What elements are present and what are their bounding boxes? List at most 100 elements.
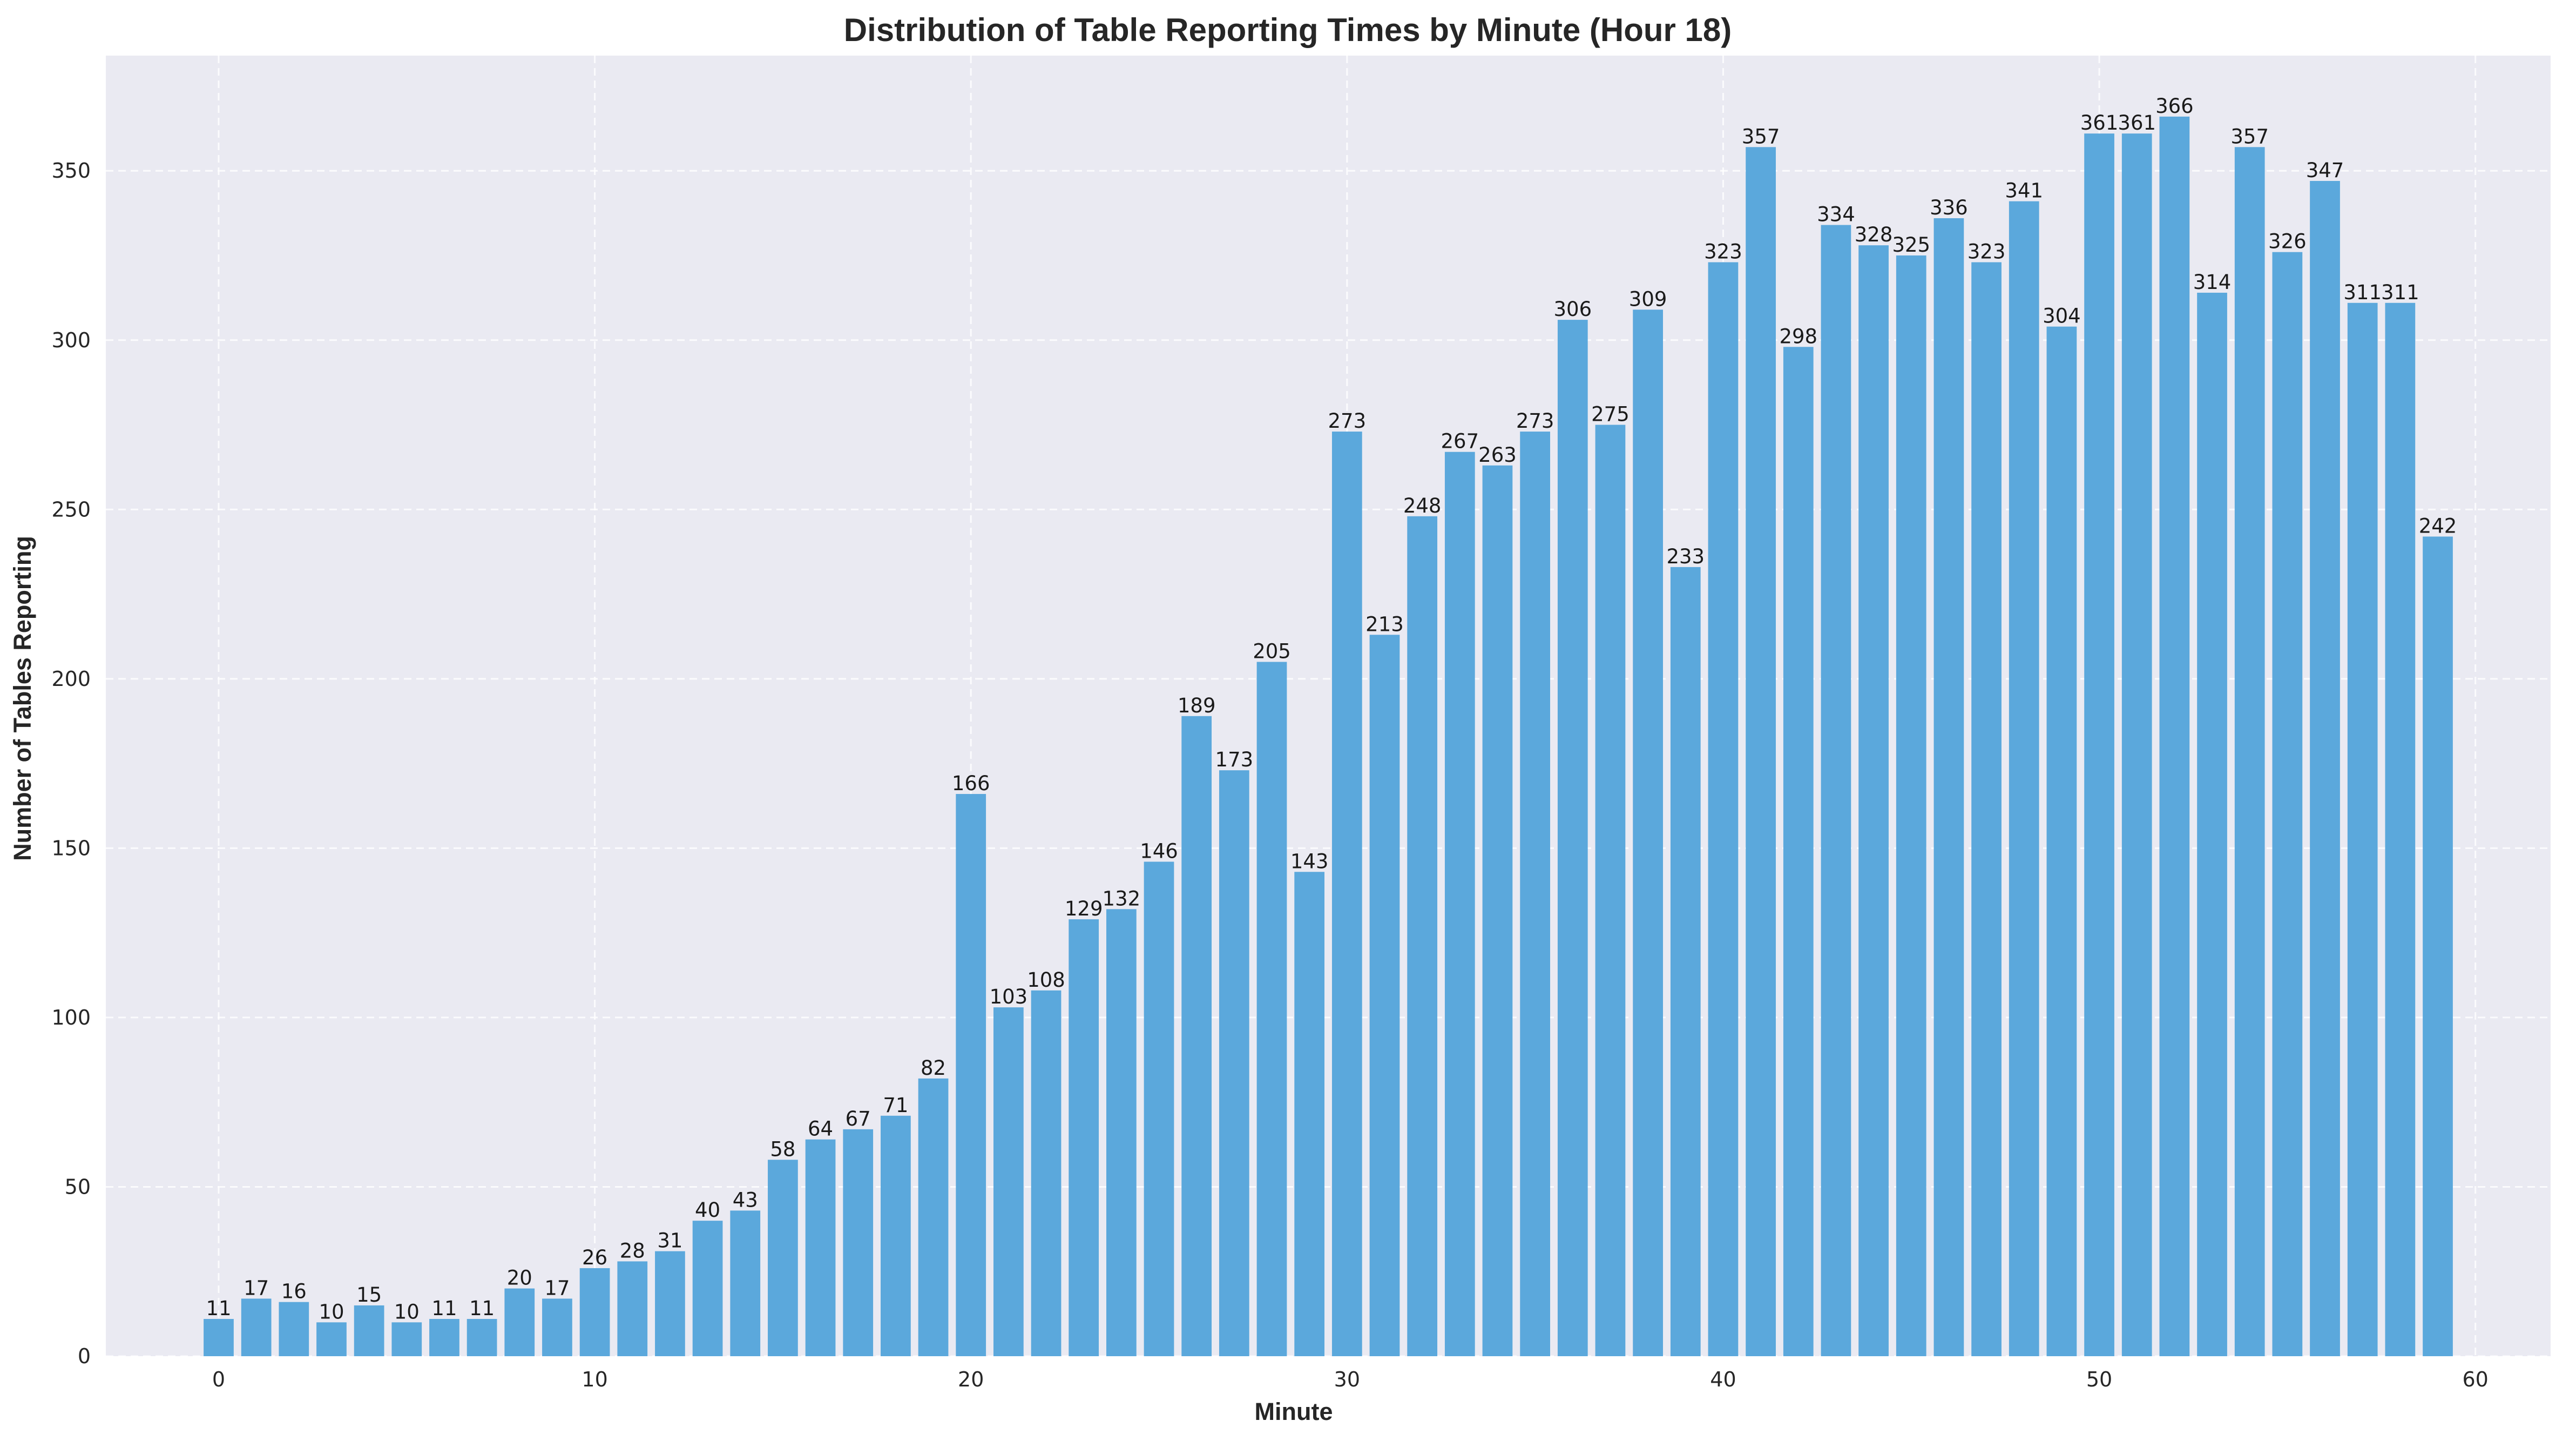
bar-value-label: 43 (733, 1188, 758, 1211)
bar-value-label: 336 (1930, 196, 1968, 219)
x-tick-label: 0 (212, 1368, 225, 1391)
bar-value-label: 173 (1215, 748, 1254, 771)
bar (1783, 347, 1814, 1356)
bar-value-label: 11 (469, 1297, 495, 1320)
bar (2423, 536, 2453, 1357)
bar-value-label: 15 (356, 1283, 382, 1307)
bar (2310, 181, 2340, 1357)
bar (1369, 635, 1400, 1356)
bar (241, 1298, 272, 1356)
x-tick-label: 10 (582, 1368, 607, 1391)
bar (2121, 133, 2152, 1356)
x-axis-label: Minute (1255, 1398, 1333, 1425)
bar-value-label: 82 (921, 1056, 946, 1080)
bar (1331, 432, 1362, 1356)
bar (1256, 662, 1287, 1356)
bar-value-label: 108 (1027, 968, 1065, 992)
bar-value-label: 17 (244, 1276, 269, 1299)
y-tick-label: 250 (51, 497, 91, 521)
y-axis-ticks: 0 50 100 150 200 250 300 350 (51, 159, 91, 1368)
bar-value-label: 28 (620, 1239, 645, 1262)
bar (1106, 909, 1137, 1356)
bar-value-label: 71 (883, 1094, 908, 1117)
bar (1520, 432, 1551, 1356)
bar-value-label: 10 (394, 1300, 420, 1323)
bar-value-label: 205 (1253, 639, 1291, 663)
bar-value-label: 323 (1704, 240, 1742, 264)
bar (1708, 262, 1739, 1356)
bar-value-label: 143 (1290, 850, 1329, 873)
bar-value-label: 129 (1065, 897, 1103, 920)
bar-value-label: 311 (2381, 281, 2419, 304)
y-tick-label: 350 (51, 159, 91, 183)
bar-value-label: 267 (1441, 430, 1479, 453)
bar-value-label: 273 (1328, 409, 1367, 433)
bar-value-label: 146 (1140, 839, 1178, 863)
bar (655, 1251, 685, 1356)
bar-value-label: 189 (1178, 694, 1216, 717)
bar (617, 1261, 648, 1356)
x-tick-label: 50 (2086, 1368, 2112, 1391)
bar (1557, 320, 1588, 1356)
bar (579, 1268, 610, 1356)
y-axis-label: Number of Tables Reporting (9, 536, 36, 861)
bar-value-label: 323 (1968, 240, 2006, 264)
bar (993, 1007, 1024, 1356)
bar-value-label: 40 (695, 1198, 720, 1222)
y-tick-label: 200 (51, 667, 91, 691)
bar (2046, 326, 2077, 1356)
bar (2272, 252, 2303, 1356)
bar (2084, 133, 2114, 1356)
bar (1933, 218, 1964, 1356)
bar-value-label: 16 (281, 1280, 307, 1303)
bar (1181, 716, 1212, 1356)
bar (2234, 147, 2265, 1356)
bar (1069, 919, 1099, 1356)
bar-value-label: 31 (657, 1229, 682, 1253)
bar (2159, 116, 2190, 1356)
bar (1896, 255, 1926, 1357)
y-tick-label: 0 (78, 1344, 91, 1368)
bar (1219, 770, 1249, 1356)
bar-value-label: 314 (2193, 271, 2232, 294)
bar-value-label: 58 (770, 1137, 795, 1161)
bar-value-label: 11 (431, 1297, 457, 1320)
x-tick-label: 40 (1710, 1368, 1736, 1391)
bar (1294, 872, 1325, 1356)
bar (504, 1288, 535, 1356)
bars (204, 116, 2453, 1357)
bar-value-label: 10 (319, 1300, 344, 1323)
bar (768, 1160, 798, 1356)
bar-value-label: 263 (1478, 443, 1517, 467)
bar (1031, 990, 1061, 1356)
bar-value-label: 273 (1516, 409, 1554, 433)
bar (692, 1221, 723, 1356)
x-tick-label: 30 (1334, 1368, 1360, 1391)
bar-value-label: 328 (1855, 223, 1893, 246)
bar (279, 1302, 309, 1356)
bar (1858, 245, 1889, 1356)
bar-value-label: 304 (2043, 305, 2081, 328)
bar (881, 1115, 911, 1356)
bar-value-label: 103 (990, 985, 1028, 1008)
bar-value-label: 64 (808, 1117, 833, 1141)
bar-value-label: 357 (2230, 125, 2269, 148)
bar-value-label: 213 (1365, 612, 1404, 636)
bar (1633, 309, 1663, 1356)
bar-value-label: 248 (1403, 494, 1442, 517)
bar (1482, 465, 1513, 1357)
bar-value-label: 17 (544, 1276, 570, 1299)
bar (391, 1322, 422, 1356)
bar-value-label: 311 (2343, 281, 2382, 304)
bar-value-label: 325 (1892, 233, 1930, 257)
bar (1971, 262, 2002, 1356)
bar-value-label: 341 (2005, 179, 2043, 203)
bar-value-label: 132 (1103, 887, 1141, 910)
bar (1746, 147, 1776, 1356)
bar-value-label: 20 (507, 1267, 532, 1290)
bar-value-label: 326 (2268, 230, 2307, 253)
bar-value-label: 306 (1553, 298, 1592, 321)
bar (2197, 292, 2227, 1357)
bar-value-label: 67 (846, 1107, 871, 1130)
